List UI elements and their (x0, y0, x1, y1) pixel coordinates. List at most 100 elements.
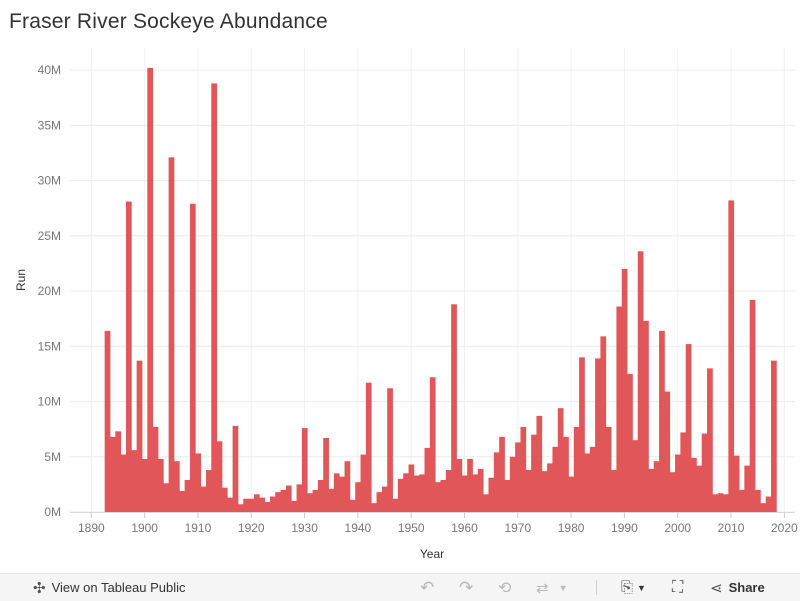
x-tick-label: 1940 (345, 521, 372, 535)
bar-1963 (477, 468, 484, 512)
y-tick-label: 0M (44, 505, 61, 519)
view-on-tableau-button[interactable]: ✣ View on Tableau Public (33, 574, 186, 601)
download-button[interactable]: ⎘ ▼ (621, 574, 646, 601)
bar-1902 (152, 426, 159, 512)
bar-1992 (632, 440, 639, 512)
bar-1980 (568, 476, 575, 512)
undo-icon: ↶ (420, 577, 435, 597)
y-tick-label: 35M (38, 118, 61, 132)
bar-1964 (483, 494, 489, 512)
bar-1988 (611, 470, 617, 512)
bar-1991 (627, 373, 633, 512)
bar-1929 (296, 484, 303, 512)
bar-1950 (408, 464, 415, 512)
x-tick-label: 1960 (451, 521, 478, 535)
bar-1987 (605, 426, 612, 512)
tableau-logo-icon: ✣ (33, 579, 46, 597)
bar-1945 (381, 486, 388, 512)
bar-1912 (205, 470, 212, 512)
bar-1941 (360, 454, 367, 512)
view-on-tableau-label: View on Tableau Public (51, 580, 186, 595)
bar-2005 (701, 433, 708, 512)
bar-1979 (563, 436, 569, 512)
fullscreen-button[interactable]: ⛶ (672, 574, 683, 601)
bar-1901 (147, 67, 154, 512)
bar-1903 (157, 458, 164, 512)
bar-1898 (131, 450, 138, 512)
bar-1896 (120, 454, 127, 512)
bar-1951 (413, 475, 420, 512)
share-button[interactable]: ⋖ Share (710, 574, 765, 601)
x-axis-title: Year (420, 547, 444, 561)
x-tick-label: 1900 (131, 521, 158, 535)
y-tick-label: 15M (38, 339, 61, 353)
bar-1972 (525, 470, 532, 512)
bar-1984 (589, 446, 596, 512)
bar-1974 (536, 415, 543, 512)
bar-2010 (728, 200, 735, 512)
bar-1961 (467, 458, 473, 512)
redo-button[interactable]: ↷ (459, 574, 473, 601)
share-icon: ⋖ (710, 579, 723, 597)
tableau-toolbar: ✣ View on Tableau Public ↶ ↷ ⟲ ⇄ ▼ ⎘ ▼ ⛶… (0, 573, 800, 601)
x-tick-label: 1910 (185, 521, 212, 535)
bar-1897 (125, 201, 132, 513)
bar-1907 (179, 491, 186, 512)
bar-1989 (616, 306, 623, 512)
download-dropdown-icon: ▼ (637, 582, 646, 593)
x-tick-label: 1930 (291, 521, 318, 535)
bar-2001 (680, 432, 687, 512)
bar-1969 (509, 456, 516, 512)
bar-1998 (664, 391, 671, 512)
bar-1975 (541, 471, 548, 512)
refresh-button[interactable]: ⇄ ▼ (536, 574, 568, 601)
bar-1946 (387, 388, 393, 512)
bar-chart: 0M 5M 10M 15M 20M 25M 30M 35M 40M 1890 1900 1910 192… (14, 48, 798, 561)
x-tick-label: 1950 (398, 521, 425, 535)
bar-1904 (163, 483, 170, 512)
bar-1909 (189, 203, 196, 512)
bar-1996 (653, 461, 660, 512)
bar-1932 (312, 489, 319, 512)
y-tick-label: 30M (38, 174, 61, 188)
undo-button[interactable]: ↶ (420, 574, 434, 601)
bar-1983 (584, 453, 591, 512)
y-tick-label: 20M (38, 284, 61, 298)
bar-2017 (765, 496, 772, 512)
bar-1956 (440, 479, 447, 512)
bar-1894 (109, 436, 116, 512)
bar-1970 (515, 442, 521, 512)
bar-2014 (749, 299, 756, 512)
bar-1990 (621, 268, 628, 512)
bar-1911 (200, 486, 207, 512)
revert-button[interactable]: ⟲ (498, 574, 511, 601)
x-tick-label: 1980 (558, 521, 585, 535)
bar-1958 (451, 304, 457, 512)
refresh-icon: ⇄ (536, 579, 549, 597)
bar-1952 (419, 474, 425, 512)
bar-1921 (253, 494, 260, 512)
bar-1962 (472, 474, 479, 512)
bar-1955 (435, 482, 441, 512)
bar-1954 (429, 377, 436, 512)
bar-1934 (323, 437, 329, 512)
bar-1939 (349, 499, 356, 512)
bar-1994 (643, 320, 649, 512)
bar-1960 (461, 475, 468, 512)
bar-1905 (168, 157, 175, 512)
bar-1953 (424, 447, 431, 512)
bar-1926 (280, 489, 287, 512)
bar-2012 (739, 489, 745, 512)
bar-1910 (195, 453, 202, 512)
bar-2011 (733, 455, 740, 512)
bar-1976 (547, 463, 553, 512)
x-tick-label: 2010 (718, 521, 745, 535)
x-tick-label: 1970 (504, 521, 531, 535)
bar-1927 (285, 485, 292, 512)
bar-1993 (637, 251, 644, 512)
bar-1920 (248, 498, 255, 512)
x-tick-label: 2020 (771, 521, 798, 535)
bar-2002 (685, 344, 692, 512)
bar-1933 (317, 479, 324, 512)
bar-1925 (275, 492, 281, 512)
